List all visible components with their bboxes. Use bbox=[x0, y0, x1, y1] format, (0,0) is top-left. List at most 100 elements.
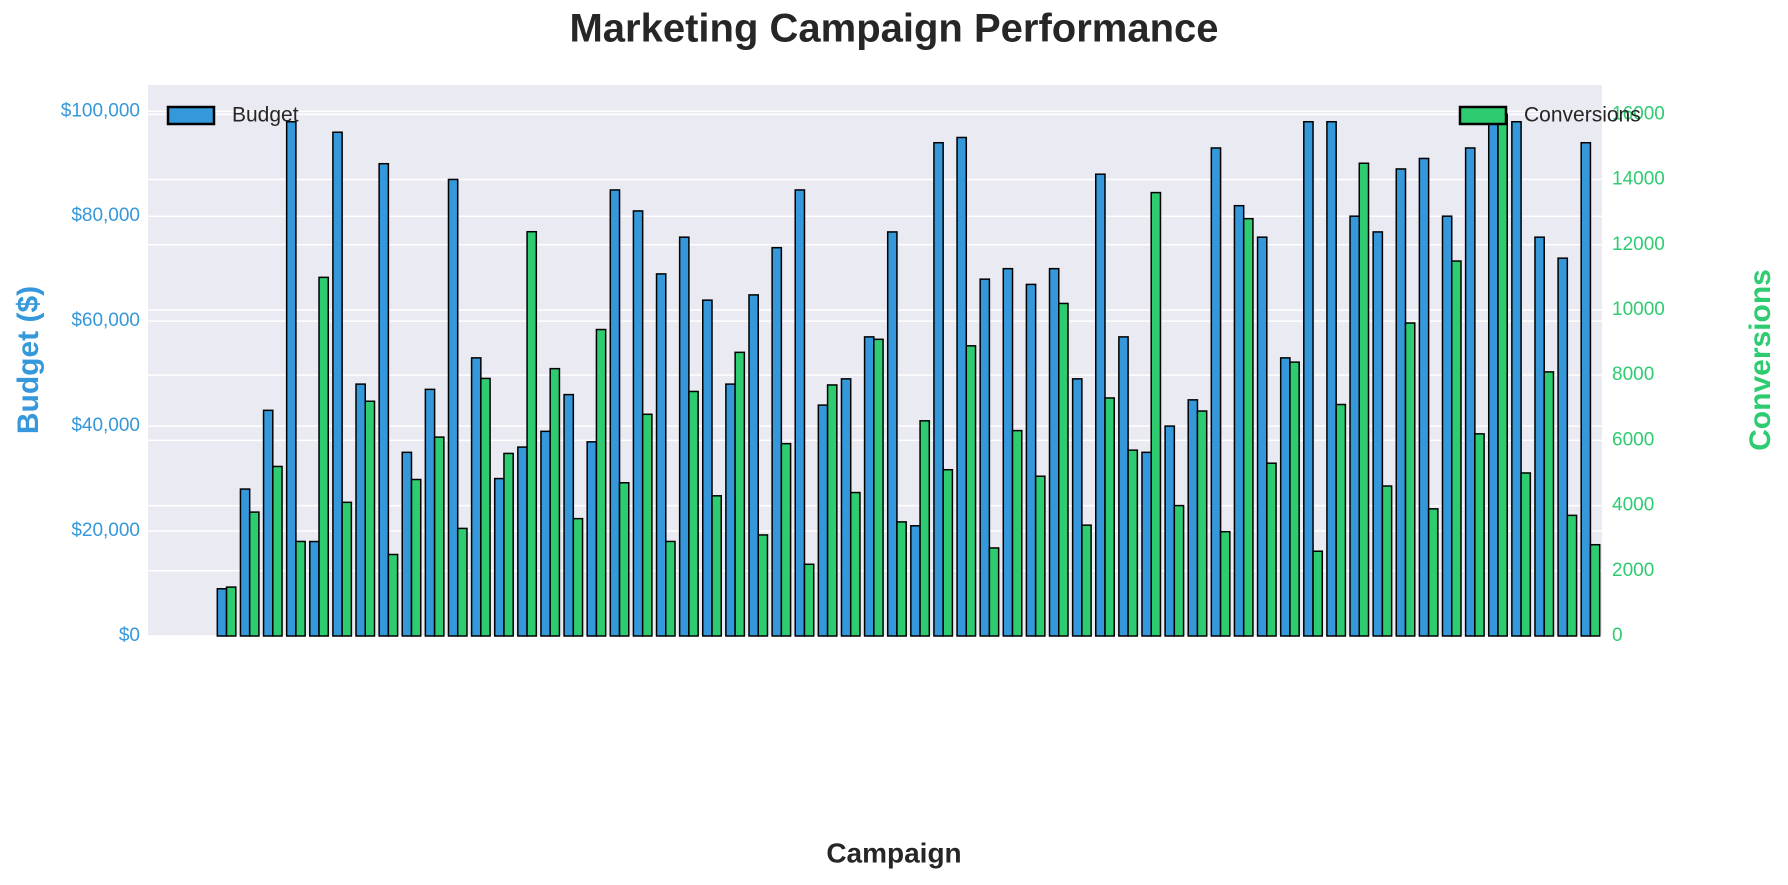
y-tick-label: $0 bbox=[119, 625, 140, 646]
legend-swatch bbox=[1458, 105, 1508, 126]
bar bbox=[988, 547, 1000, 637]
bar bbox=[1034, 475, 1046, 637]
legend-swatch bbox=[166, 105, 216, 126]
bar bbox=[886, 231, 898, 637]
bar bbox=[378, 162, 390, 637]
bar bbox=[1219, 530, 1231, 637]
bar bbox=[1071, 378, 1083, 637]
bar bbox=[849, 491, 861, 637]
bar bbox=[702, 299, 713, 637]
bar bbox=[248, 511, 260, 637]
bar bbox=[826, 384, 838, 637]
bar bbox=[1118, 336, 1129, 637]
bar bbox=[295, 540, 306, 637]
bar bbox=[1326, 120, 1337, 637]
bar bbox=[387, 553, 399, 637]
bar bbox=[1566, 514, 1578, 637]
bar bbox=[641, 413, 653, 637]
bar bbox=[1173, 504, 1185, 637]
bar bbox=[1534, 236, 1545, 637]
bar bbox=[942, 468, 954, 637]
bar bbox=[225, 586, 237, 637]
bar bbox=[285, 120, 297, 637]
y2-tick-label: 0 bbox=[1612, 625, 1623, 646]
bar bbox=[364, 400, 376, 637]
bar bbox=[595, 328, 607, 637]
bar bbox=[1372, 231, 1384, 637]
bar bbox=[272, 465, 283, 637]
bar bbox=[711, 495, 723, 637]
y2-tick-label: 12000 bbox=[1612, 234, 1665, 255]
legend-label: Conversions bbox=[1524, 104, 1641, 127]
bar bbox=[341, 501, 353, 637]
bar bbox=[725, 383, 736, 637]
bar bbox=[517, 446, 528, 637]
bar bbox=[688, 390, 699, 637]
bar bbox=[1011, 429, 1023, 637]
bar bbox=[424, 388, 436, 637]
bar bbox=[1520, 472, 1532, 637]
bar bbox=[1210, 147, 1222, 637]
bar bbox=[665, 540, 676, 637]
bar bbox=[655, 273, 667, 637]
bar bbox=[1289, 361, 1300, 637]
bar bbox=[1349, 215, 1361, 637]
bar bbox=[780, 442, 792, 637]
bar bbox=[1418, 157, 1430, 637]
y2-tick-label: 8000 bbox=[1612, 364, 1654, 385]
y2-tick-label: 2000 bbox=[1612, 560, 1654, 581]
bar bbox=[216, 588, 228, 637]
bar bbox=[549, 367, 561, 637]
bar bbox=[1002, 267, 1014, 637]
bar bbox=[863, 336, 875, 637]
bar bbox=[1025, 283, 1037, 637]
bar bbox=[1450, 260, 1462, 637]
y-tick-label: $80,000 bbox=[71, 205, 140, 226]
bar bbox=[803, 563, 815, 637]
bar bbox=[332, 131, 343, 637]
bar bbox=[433, 436, 445, 637]
bar bbox=[794, 189, 806, 637]
bar bbox=[1150, 191, 1162, 637]
y2-tick-label: 6000 bbox=[1612, 429, 1654, 450]
bar bbox=[262, 409, 274, 637]
bar bbox=[609, 189, 621, 637]
bar bbox=[1589, 543, 1601, 637]
bar bbox=[1233, 204, 1245, 637]
bar bbox=[480, 377, 491, 637]
bar bbox=[933, 141, 944, 637]
bar bbox=[1543, 371, 1555, 637]
bar bbox=[1081, 524, 1092, 637]
bar bbox=[410, 478, 422, 637]
y-tick-label: $20,000 bbox=[71, 520, 140, 541]
bar bbox=[563, 393, 575, 637]
bar bbox=[1580, 141, 1592, 637]
bar bbox=[318, 276, 330, 637]
legend-label: Budget bbox=[232, 104, 299, 127]
bar bbox=[401, 451, 413, 637]
y2-axis-label: Conversions bbox=[1744, 269, 1777, 451]
y-tick-label: $40,000 bbox=[71, 415, 140, 436]
y2-tick-label: 10000 bbox=[1612, 299, 1665, 320]
chart-title: Marketing Campaign Performance bbox=[569, 7, 1218, 51]
bar bbox=[1474, 433, 1485, 637]
bar bbox=[1141, 451, 1152, 637]
bar bbox=[1404, 322, 1416, 637]
y-tick-label: $60,000 bbox=[71, 310, 140, 331]
bar bbox=[1242, 217, 1254, 637]
bar bbox=[1048, 267, 1060, 637]
y-axis-label: Budget ($) bbox=[12, 286, 45, 434]
bar bbox=[817, 404, 829, 637]
bar bbox=[910, 525, 921, 637]
y-tick-label: $100,000 bbox=[61, 100, 140, 121]
bar bbox=[1256, 236, 1268, 637]
bar bbox=[771, 246, 783, 637]
bar bbox=[309, 540, 320, 637]
bar bbox=[1487, 115, 1499, 637]
bar bbox=[493, 477, 505, 637]
bar bbox=[1427, 508, 1439, 637]
bar bbox=[748, 294, 759, 637]
bar bbox=[632, 210, 644, 637]
bar bbox=[956, 136, 968, 637]
